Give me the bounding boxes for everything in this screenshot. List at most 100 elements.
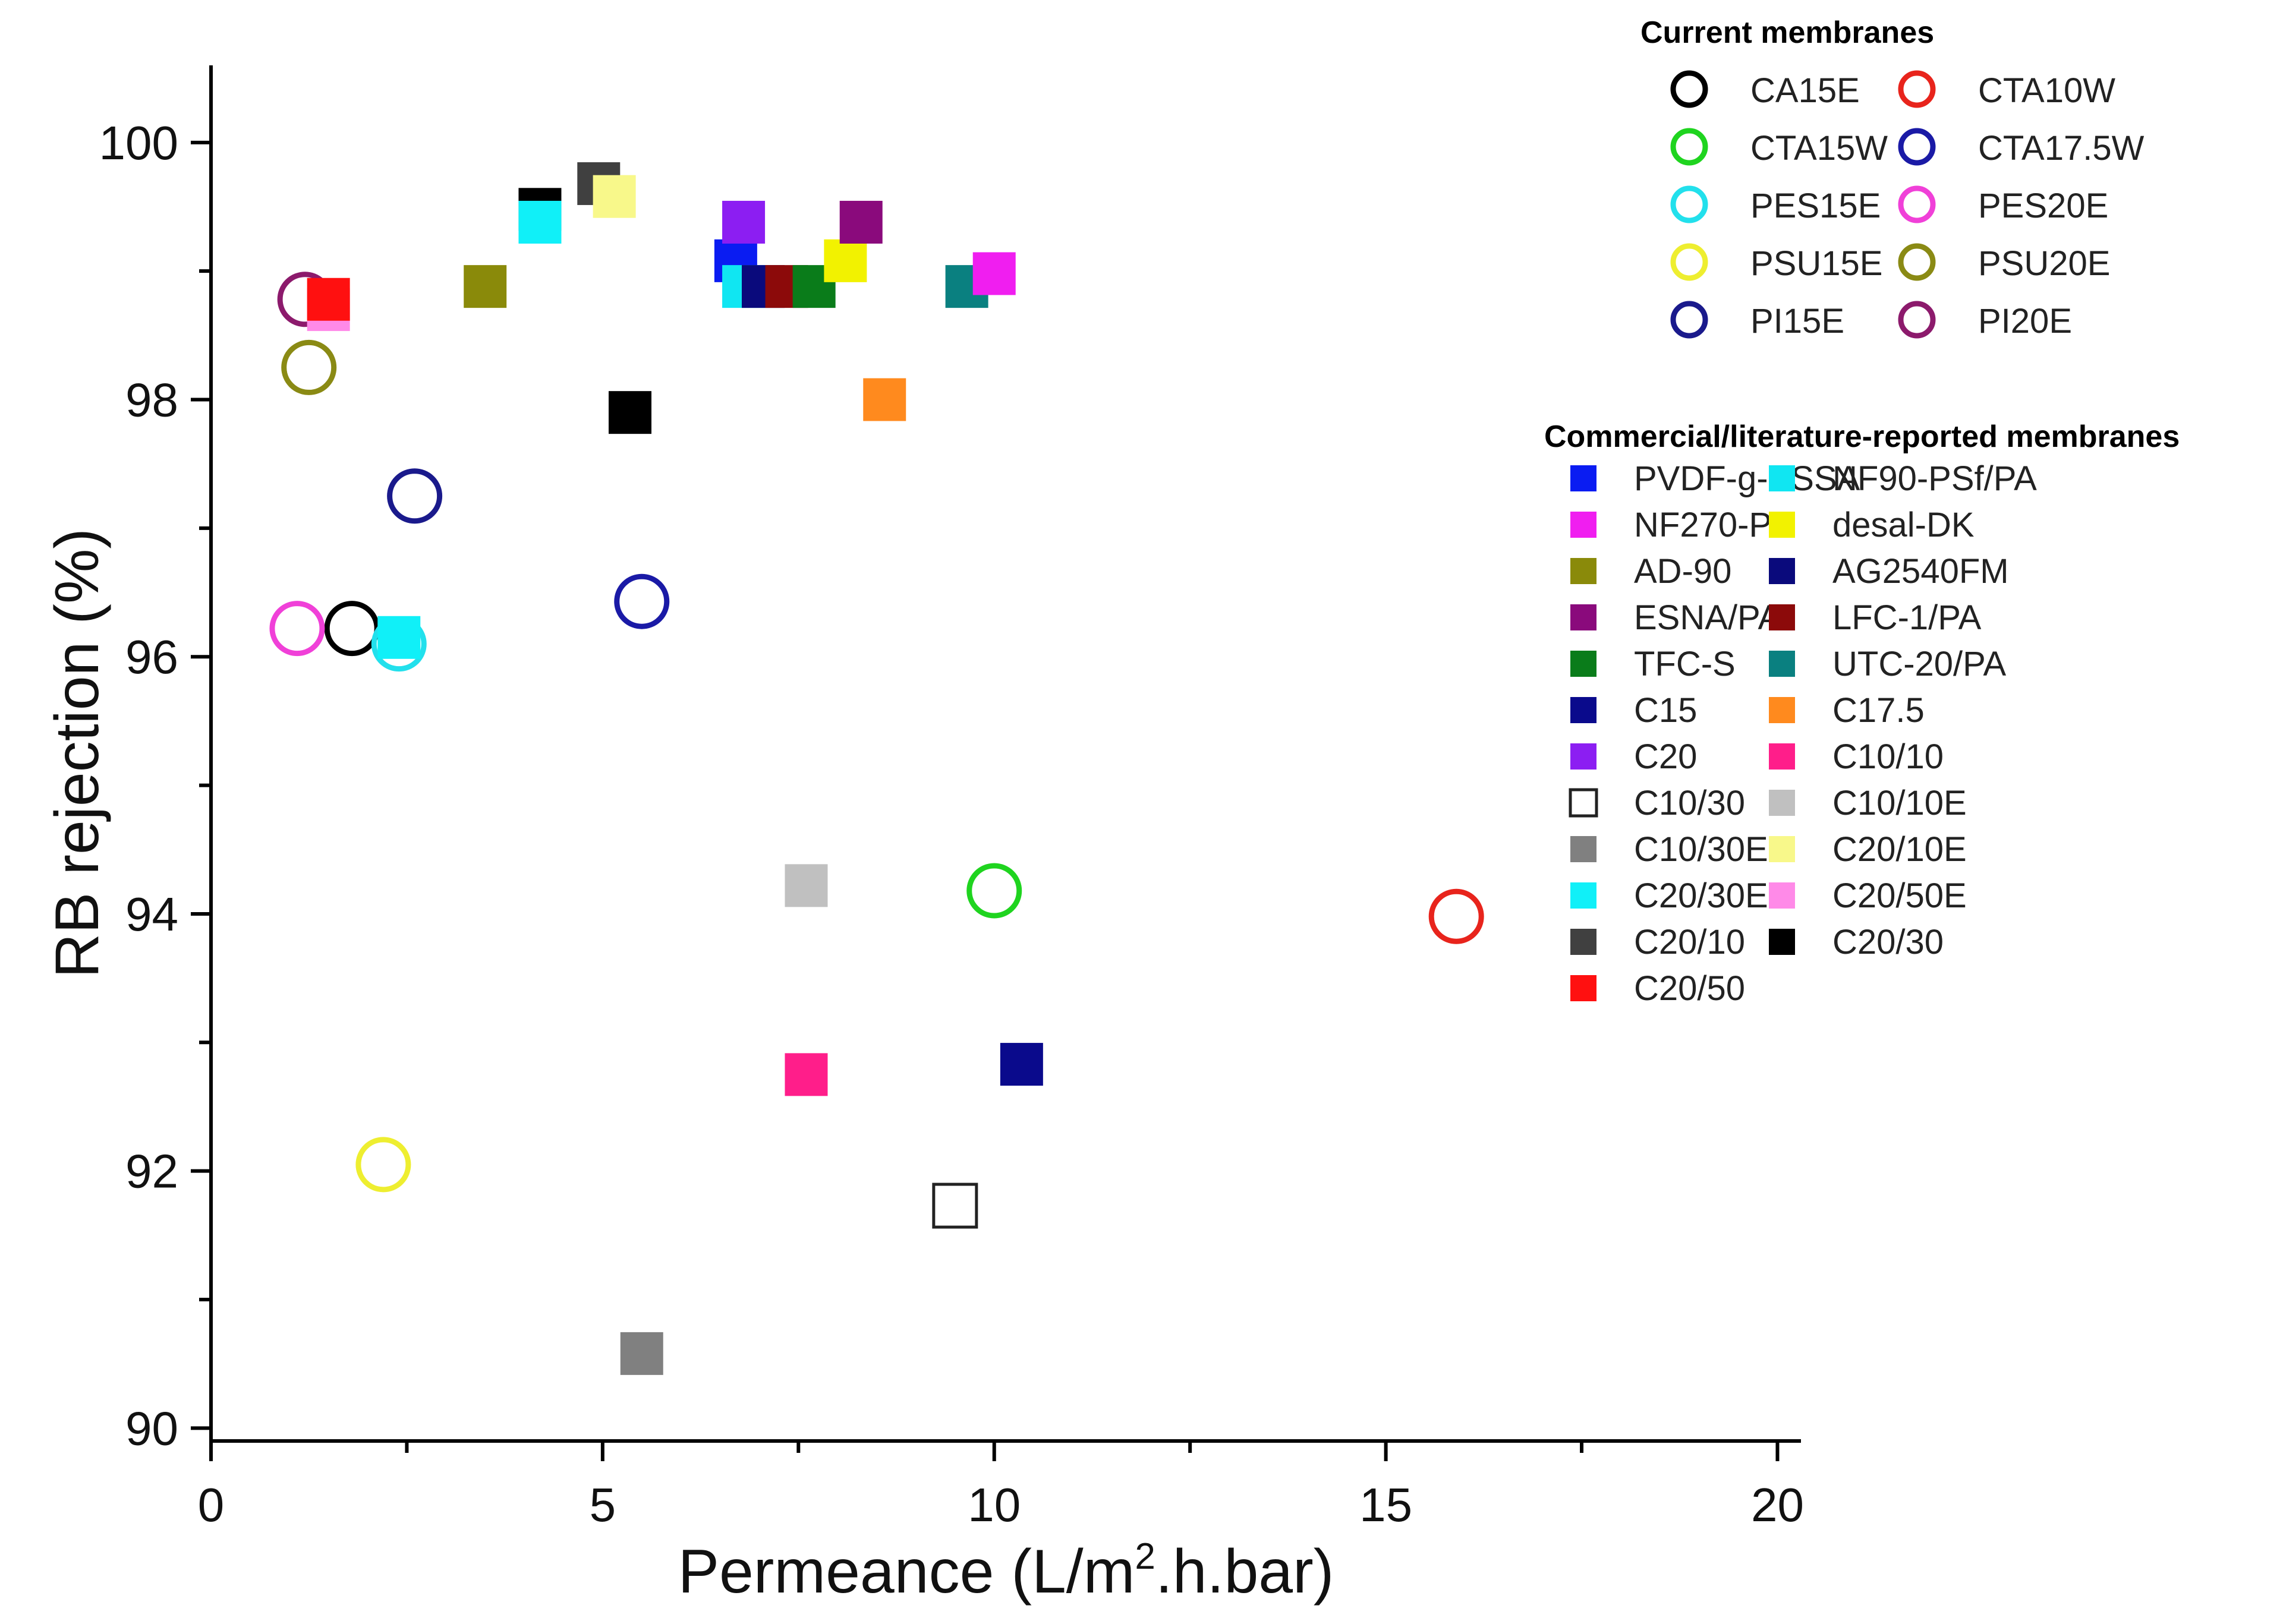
legend-label: CTA17.5W xyxy=(1978,129,2145,168)
legend-label: UTC-20/PA xyxy=(1832,645,2007,683)
legend-marker xyxy=(1769,558,1795,584)
legend-marker xyxy=(1670,185,1708,223)
legend-label: ESNA/PA xyxy=(1634,598,1781,637)
data-point-pes20e xyxy=(269,601,325,657)
legend-label: PSU20E xyxy=(1978,244,2110,283)
y-tick-label: 90 xyxy=(125,1402,178,1455)
x-axis-title-superscript: 2 xyxy=(1135,1536,1155,1577)
data-point-psu20e xyxy=(281,339,337,395)
legend-label: desal-DK xyxy=(1832,506,1975,544)
legend-marker xyxy=(1769,465,1795,491)
legend-label: PI20E xyxy=(1978,302,2072,340)
legend-marker xyxy=(1570,929,1596,955)
legend-marker xyxy=(1670,128,1708,166)
legend-label: PVDF-g-PSSA xyxy=(1634,459,1860,498)
legend-label: C20/50 xyxy=(1634,969,1745,1008)
data-point-c20-30e xyxy=(518,200,562,244)
data-point-ad-90 xyxy=(464,265,507,308)
legend: Current membranes CA15E CTA10W CTA15W CTA17.… xyxy=(1544,15,2180,1008)
legend-label: C10/10 xyxy=(1832,737,1944,776)
y-tick-label: 96 xyxy=(125,630,178,683)
legend-label: C17.5 xyxy=(1832,691,1925,730)
legend-label: PI15E xyxy=(1750,302,1844,340)
legend-marker xyxy=(1769,512,1795,538)
x-axis-title-tail: .h.bar) xyxy=(1155,1537,1334,1606)
legend-marker xyxy=(1769,743,1795,770)
legend-marker xyxy=(1570,975,1596,1001)
legend-marker xyxy=(1769,604,1795,630)
plot-area: 0 5 10 15 20 90 92 94 96 98 100 xyxy=(99,65,1804,1531)
x-tick-label: 15 xyxy=(1359,1478,1412,1531)
data-point-desal-dk xyxy=(824,239,867,282)
legend-marker xyxy=(1769,836,1795,862)
data-point-ca15e xyxy=(324,601,380,657)
x-tick-label: 20 xyxy=(1751,1478,1804,1531)
data-point-nf270-pa xyxy=(972,252,1016,295)
legend-label: C20/10E xyxy=(1832,830,1967,869)
y-tick-label: 100 xyxy=(99,116,178,169)
legend-marker xyxy=(1570,604,1596,630)
legend-marker xyxy=(1769,929,1795,955)
legend-label: C20/30 xyxy=(1832,923,1944,961)
legend-marker xyxy=(1570,651,1596,677)
legend-label: NF270-PA xyxy=(1634,506,1793,544)
legend-label: AD-90 xyxy=(1634,552,1731,591)
data-points xyxy=(269,162,1484,1375)
data-point-c10-30e xyxy=(620,1332,663,1375)
data-point-c17-5 xyxy=(863,378,906,421)
data-point-cta15w xyxy=(966,863,1022,919)
data-point-c20-30 xyxy=(608,391,651,434)
data-point-cta17-5w xyxy=(614,573,670,629)
legend-label: TFC-S xyxy=(1634,645,1736,683)
data-point-c20-30e xyxy=(377,616,421,659)
legend-label: C10/10E xyxy=(1832,784,1967,822)
data-point-c20-50 xyxy=(307,278,350,321)
y-axis-title: RB rejection (%) xyxy=(43,528,112,978)
data-point-c10-10e xyxy=(785,864,828,907)
data-point-cta10w xyxy=(1428,888,1484,944)
x-tick-label: 10 xyxy=(968,1478,1021,1531)
x-axis-title: Permeance (L/m2.h.bar) xyxy=(678,1536,1334,1606)
legend-marker xyxy=(1570,697,1596,723)
legend-label: CTA15W xyxy=(1750,129,1888,168)
legend-marker xyxy=(1570,836,1596,862)
legend-marker xyxy=(1670,70,1708,108)
legend-marker xyxy=(1570,558,1596,584)
legend-title-current: Current membranes xyxy=(1640,15,1934,50)
legend-marker xyxy=(1570,882,1596,909)
data-point-pi15e xyxy=(387,468,443,524)
data-point-c20 xyxy=(722,200,766,244)
y-tick-label: 94 xyxy=(125,888,178,941)
legend-label: C15 xyxy=(1634,691,1697,730)
data-point-c15 xyxy=(1000,1043,1043,1086)
legend-label: NF90-PSf/PA xyxy=(1832,459,2037,498)
legend-marker xyxy=(1898,70,1936,108)
data-point-c10-30 xyxy=(932,1182,978,1229)
legend-title-commercial: Commercial/literature-reported membranes xyxy=(1544,420,2180,454)
legend-label: AG2540FM xyxy=(1832,552,2009,591)
legend-label: CTA10W xyxy=(1978,71,2115,110)
data-point-c20-10e xyxy=(593,175,636,218)
legend-marker xyxy=(1898,243,1936,281)
legend-label: PES20E xyxy=(1978,187,2108,225)
y-tick-label: 92 xyxy=(125,1145,178,1198)
legend-label: C20/30E xyxy=(1634,876,1768,915)
x-tick-label: 0 xyxy=(198,1478,225,1531)
legend-marker xyxy=(1769,790,1795,816)
legend-label: PES15E xyxy=(1750,187,1881,225)
y-tick-label: 98 xyxy=(125,374,178,427)
legend-marker xyxy=(1898,301,1936,339)
legend-label: CA15E xyxy=(1750,71,1860,110)
legend-marker xyxy=(1898,128,1936,166)
legend-marker xyxy=(1769,651,1795,677)
legend-label: PSU15E xyxy=(1750,244,1882,283)
legend-marker xyxy=(1569,788,1598,818)
legend-label: C20 xyxy=(1634,737,1697,776)
legend-label: C20/10 xyxy=(1634,923,1745,961)
legend-label: C10/30 xyxy=(1634,784,1745,822)
legend-marker xyxy=(1570,465,1596,491)
legend-marker xyxy=(1670,301,1708,339)
data-point-esna-pa xyxy=(839,200,883,244)
data-point-psu15e xyxy=(355,1137,411,1193)
